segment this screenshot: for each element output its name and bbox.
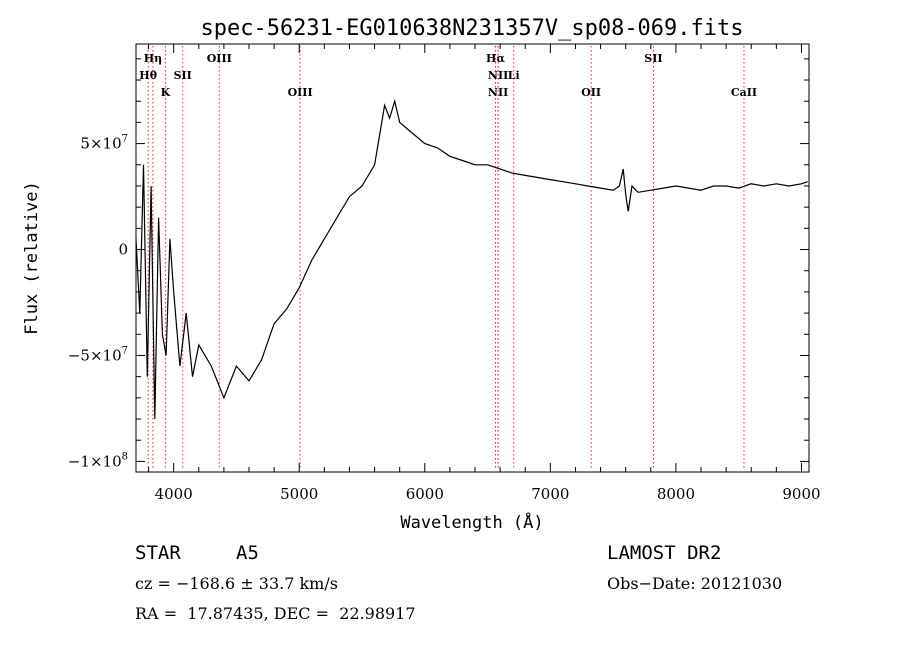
y-axis-label: Flux (relative) bbox=[22, 181, 42, 335]
survey-name: LAMOST DR2 bbox=[607, 542, 721, 564]
y-tick-label: −5×107 bbox=[68, 345, 128, 364]
marker-label: OIII bbox=[207, 52, 232, 65]
coordinates-text: RA = 17.87435, DEC = 22.98917 bbox=[135, 604, 416, 623]
y-tick-label: −1×108 bbox=[68, 451, 128, 470]
y-tick-label: 5×107 bbox=[80, 134, 128, 153]
marker-label: OII bbox=[581, 86, 601, 99]
x-axis-label: Wavelength (Å) bbox=[400, 511, 543, 533]
obs-date-text: Obs−Date: 20121030 bbox=[607, 574, 782, 593]
plot-frame bbox=[135, 43, 810, 473]
marker-label: NII bbox=[488, 86, 508, 99]
redshift-text: cz = −168.6 ± 33.7 km/s bbox=[135, 574, 338, 593]
marker-label: SII bbox=[174, 69, 192, 82]
marker-label: Li bbox=[508, 69, 520, 82]
marker-label: CaII bbox=[731, 86, 757, 99]
marker-label: Hθ bbox=[139, 69, 157, 82]
object-class: STAR bbox=[135, 542, 181, 564]
marker-label: K bbox=[161, 86, 171, 99]
chart-title: spec-56231-EG010638N231357V_sp08-069.fit… bbox=[200, 16, 743, 41]
x-tick-label: 8000 bbox=[657, 485, 695, 503]
marker-label: Hη bbox=[144, 52, 162, 65]
x-tick-label: 4000 bbox=[155, 485, 193, 503]
y-tick-label: 0 bbox=[118, 241, 128, 259]
x-axis-ticks: 4000 5000 6000 7000 8000 9000 bbox=[148, 44, 821, 503]
spectrum-line bbox=[135, 98, 808, 420]
x-tick-label: 7000 bbox=[531, 485, 569, 503]
x-tick-label: 5000 bbox=[280, 485, 318, 503]
spectrum-series bbox=[135, 98, 808, 420]
marker-label: SII bbox=[644, 52, 662, 65]
x-tick-label: 9000 bbox=[782, 485, 820, 503]
spectral-subclass: A5 bbox=[236, 542, 259, 564]
x-tick-label: 6000 bbox=[406, 485, 444, 503]
y-axis-ticks: 5×107 0 −5×107 −1×108 bbox=[68, 58, 809, 470]
marker-label: Hα bbox=[486, 52, 505, 65]
marker-label: OIII bbox=[288, 86, 313, 99]
